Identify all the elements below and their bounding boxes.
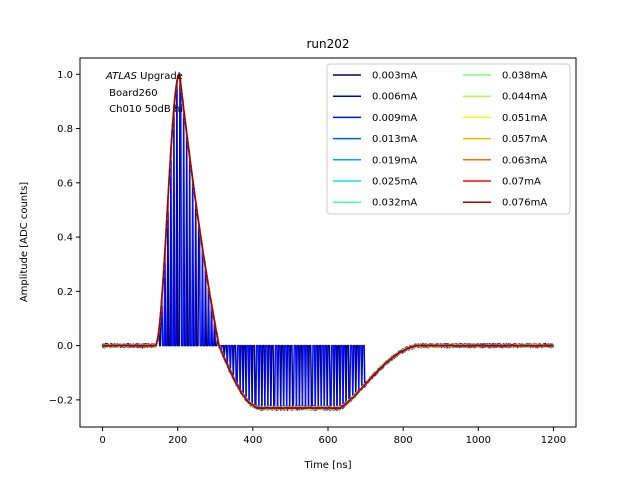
legend-label: 0.013mA bbox=[372, 134, 417, 145]
legend-label: 0.038mA bbox=[502, 71, 547, 82]
series-layer bbox=[101, 72, 555, 411]
legend-label: 0.019mA bbox=[372, 155, 417, 166]
annotation-line2: Board260 bbox=[106, 88, 158, 99]
y-tick-label: 0.6 bbox=[57, 178, 73, 189]
x-tick-label: 400 bbox=[243, 435, 262, 446]
legend-label: 0.009mA bbox=[372, 113, 417, 124]
legend-label: 0.044mA bbox=[502, 92, 547, 103]
legend-label: 0.063mA bbox=[502, 155, 547, 166]
x-tick-label: 600 bbox=[318, 435, 337, 446]
legend-frame bbox=[326, 63, 571, 215]
legend-label: 0.025mA bbox=[372, 177, 417, 188]
series-line-0.076mA bbox=[102, 73, 554, 410]
legend-label: 0.057mA bbox=[502, 134, 547, 145]
legend-label: 0.051mA bbox=[502, 113, 547, 124]
x-tick-label: 0 bbox=[99, 435, 105, 446]
legend-label: 0.003mA bbox=[372, 71, 417, 82]
x-tick-label: 1000 bbox=[466, 435, 491, 446]
x-tick-label: 1200 bbox=[541, 435, 566, 446]
annotation-line3: Ch010 50dB hi bbox=[106, 104, 183, 115]
legend-label: 0.076mA bbox=[502, 198, 547, 209]
x-tick-label: 800 bbox=[394, 435, 413, 446]
legend-label: 0.006mA bbox=[372, 92, 417, 103]
x-tick-label: 200 bbox=[168, 435, 187, 446]
y-tick-label: 0.4 bbox=[57, 233, 73, 244]
chart-title: run202 bbox=[306, 37, 349, 51]
legend-label: 0.07mA bbox=[502, 177, 541, 188]
annotation-upgrade: Upgrade bbox=[137, 71, 183, 82]
annotation-line1: ATLAS Upgrade bbox=[105, 71, 183, 82]
y-axis: −0.2 0.0 0.2 0.4 0.6 0.8 1.0 bbox=[49, 70, 80, 406]
x-axis: 0 200 400 600 800 1000 1200 bbox=[99, 427, 566, 446]
y-tick-label: 0.8 bbox=[57, 124, 73, 135]
legend-label: 0.032mA bbox=[372, 198, 417, 209]
x-axis-label: Time [ns] bbox=[303, 460, 351, 471]
annotation-atlas: ATLAS bbox=[105, 71, 138, 82]
y-tick-label: 1.0 bbox=[57, 70, 73, 81]
atlas-annotation: ATLAS Upgrade Board260 Ch010 50dB hi bbox=[105, 71, 183, 115]
y-tick-label: 0.2 bbox=[57, 287, 73, 298]
y-axis-label: Amplitude [ADC counts] bbox=[19, 182, 30, 302]
legend: 0.003mA 0.006mA 0.009mA 0.013mA 0.019mA 0.025… bbox=[326, 63, 571, 215]
y-tick-label: 0.0 bbox=[57, 341, 73, 352]
y-tick-label: −0.2 bbox=[49, 395, 73, 406]
